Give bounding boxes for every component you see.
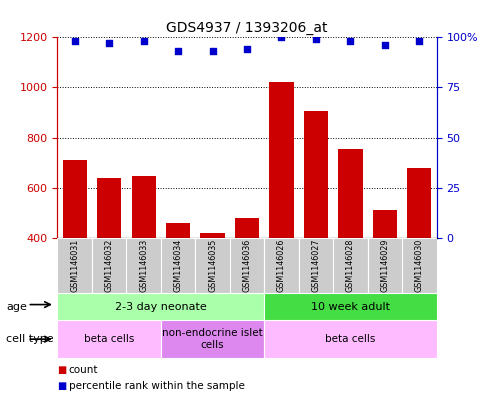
Bar xyxy=(235,218,259,238)
Text: 10 week adult: 10 week adult xyxy=(311,301,390,312)
Bar xyxy=(269,83,293,238)
Bar xyxy=(126,238,161,293)
Text: count: count xyxy=(69,365,98,375)
Text: GSM1146029: GSM1146029 xyxy=(380,239,389,292)
Point xyxy=(381,42,389,48)
Text: GSM1146031: GSM1146031 xyxy=(70,239,79,292)
Point xyxy=(140,38,148,44)
Text: GSM1146036: GSM1146036 xyxy=(243,239,251,292)
Bar xyxy=(57,238,92,293)
Bar xyxy=(62,160,87,238)
Text: GSM1146028: GSM1146028 xyxy=(346,239,355,292)
Title: GDS4937 / 1393206_at: GDS4937 / 1393206_at xyxy=(166,21,328,35)
Text: GSM1146026: GSM1146026 xyxy=(277,239,286,292)
Text: ■: ■ xyxy=(57,381,67,391)
Bar xyxy=(299,238,333,293)
Bar xyxy=(230,238,264,293)
Text: GSM1146035: GSM1146035 xyxy=(208,239,217,292)
Bar xyxy=(333,238,368,293)
Text: GSM1146032: GSM1146032 xyxy=(105,239,114,292)
Bar xyxy=(264,320,437,358)
Bar xyxy=(407,168,432,238)
Bar xyxy=(92,238,126,293)
Text: 2-3 day neonate: 2-3 day neonate xyxy=(115,301,207,312)
Bar xyxy=(161,320,264,358)
Bar xyxy=(402,238,437,293)
Text: beta cells: beta cells xyxy=(84,334,134,344)
Bar xyxy=(264,238,299,293)
Text: beta cells: beta cells xyxy=(325,334,376,344)
Point xyxy=(71,38,79,44)
Point xyxy=(243,46,251,53)
Text: age: age xyxy=(6,301,27,312)
Bar xyxy=(57,293,264,320)
Bar xyxy=(373,210,397,238)
Point xyxy=(209,48,217,55)
Bar xyxy=(201,233,225,238)
Bar xyxy=(368,238,402,293)
Text: GSM1146027: GSM1146027 xyxy=(311,239,320,292)
Text: percentile rank within the sample: percentile rank within the sample xyxy=(69,381,245,391)
Bar xyxy=(264,293,437,320)
Bar xyxy=(132,176,156,238)
Point xyxy=(105,40,113,46)
Bar xyxy=(97,178,121,238)
Bar xyxy=(161,238,195,293)
Point xyxy=(312,36,320,42)
Point xyxy=(277,34,285,40)
Point xyxy=(346,38,354,44)
Text: ■: ■ xyxy=(57,365,67,375)
Text: non-endocrine islet
cells: non-endocrine islet cells xyxy=(162,328,263,350)
Text: GSM1146033: GSM1146033 xyxy=(139,239,148,292)
Bar xyxy=(338,149,362,238)
Bar xyxy=(195,238,230,293)
Point xyxy=(174,48,182,55)
Text: GSM1146030: GSM1146030 xyxy=(415,239,424,292)
Point xyxy=(415,38,423,44)
Bar xyxy=(304,111,328,238)
Bar xyxy=(166,223,190,238)
Text: cell type: cell type xyxy=(6,334,54,344)
Text: GSM1146034: GSM1146034 xyxy=(174,239,183,292)
Bar xyxy=(57,320,161,358)
